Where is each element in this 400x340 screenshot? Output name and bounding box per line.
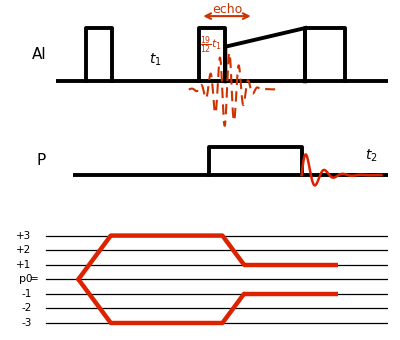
Text: $\frac{19}{12}t_1$: $\frac{19}{12}t_1$ (200, 35, 222, 56)
Text: +2: +2 (16, 245, 32, 255)
Text: p =: p = (19, 274, 39, 284)
Text: echo: echo (212, 3, 242, 17)
Text: P: P (37, 153, 46, 168)
Text: $t_1$: $t_1$ (149, 52, 162, 68)
Text: -1: -1 (21, 289, 32, 299)
Text: Al: Al (32, 47, 46, 62)
Text: +1: +1 (16, 260, 32, 270)
Text: -2: -2 (21, 303, 32, 313)
Text: 0: 0 (25, 274, 32, 284)
Text: -3: -3 (21, 318, 32, 328)
Text: $t_2$: $t_2$ (365, 147, 378, 164)
Text: +3: +3 (16, 231, 32, 241)
